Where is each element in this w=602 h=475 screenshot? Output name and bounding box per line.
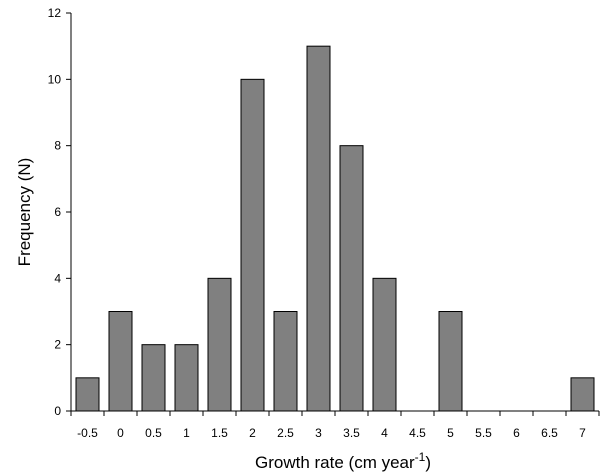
x-tick-label: 6: [513, 426, 520, 440]
x-tick-label: 7: [579, 426, 586, 440]
y-tick-label: 6: [54, 205, 61, 219]
bar-5: [439, 312, 462, 412]
x-axis-title: Growth rate (cm year-1): [255, 450, 431, 472]
bar-3: [307, 46, 330, 411]
bar-1.5: [208, 278, 231, 411]
bar-3.5: [340, 146, 363, 411]
x-tick-label: 3.5: [343, 426, 360, 440]
x-tick-label: 1: [183, 426, 190, 440]
bar-1: [175, 345, 198, 411]
bar-2.5: [274, 312, 297, 412]
bar-4: [373, 278, 396, 411]
bars-layer: [76, 46, 594, 411]
x-tick-label: 6.5: [541, 426, 558, 440]
x-tick-label: 3: [315, 426, 322, 440]
bar--0.5: [76, 378, 99, 411]
y-axis-title: Frequency (N): [15, 158, 34, 267]
y-tick-label: 4: [54, 271, 61, 285]
x-tick-label: 4.5: [409, 426, 426, 440]
x-axis-title-close: ): [425, 453, 431, 472]
x-ticks: -0.5 0 0.5 1 1.5 2 2.5 3 3.5 4 4.5 5 5.5 6 6.5 7: [71, 411, 599, 440]
x-tick-label: 0: [117, 426, 124, 440]
bar-0.5: [142, 345, 165, 411]
y-tick-label: 2: [54, 338, 61, 352]
x-tick-label: 5.5: [475, 426, 492, 440]
x-tick-label: 0.5: [145, 426, 162, 440]
bar-0: [109, 312, 132, 412]
y-ticks: 0 2 4 6 8 10 12: [48, 6, 71, 418]
x-tick-label: 2: [249, 426, 256, 440]
y-tick-label: 12: [48, 6, 62, 20]
y-tick-label: 8: [54, 139, 61, 153]
bar-7: [571, 378, 594, 411]
x-tick-label: 1.5: [211, 426, 228, 440]
y-tick-label: 10: [48, 72, 62, 86]
x-tick-label: 5: [447, 426, 454, 440]
x-tick-label: -0.5: [77, 426, 98, 440]
x-tick-label: 2.5: [277, 426, 294, 440]
y-tick-label: 0: [54, 404, 61, 418]
x-axis-title-superscript: -1: [415, 450, 426, 464]
x-axis-title-main: Growth rate (cm year: [255, 453, 415, 472]
bar-2: [241, 79, 264, 411]
x-tick-label: 4: [381, 426, 388, 440]
